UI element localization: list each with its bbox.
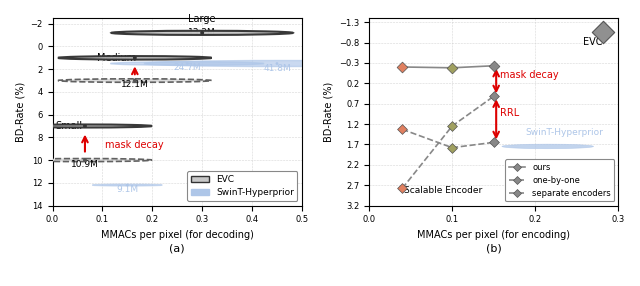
Circle shape [58,56,212,59]
Point [447,145,457,150]
Point [122,183,132,187]
Point [397,186,408,191]
Text: 10.9M: 10.9M [71,160,99,169]
Legend: EVC, SwinT-Hyperprior: EVC, SwinT-Hyperprior [187,171,298,201]
Point [397,65,408,69]
Point [80,124,90,128]
Point [80,158,90,162]
Y-axis label: BD-Rate (%): BD-Rate (%) [15,82,25,142]
Point [130,55,140,60]
Circle shape [18,158,152,162]
Point [488,94,499,99]
Point [130,78,140,83]
Circle shape [18,124,152,128]
Text: Medium: Medium [97,53,136,63]
Text: SwinT-Hyperprior: SwinT-Hyperprior [525,128,603,138]
Y-axis label: BD-Rate (%): BD-Rate (%) [323,82,333,142]
Point [598,30,609,35]
Point [397,127,408,132]
Text: RRL: RRL [500,108,520,118]
Text: (a): (a) [170,243,185,253]
Point [488,140,499,145]
Circle shape [144,61,410,67]
Circle shape [58,79,212,82]
Point [272,61,282,66]
Text: Scalable Encoder: Scalable Encoder [404,186,482,195]
Text: (b): (b) [486,243,502,253]
Text: mask decay: mask decay [105,140,164,150]
Text: 24.7M: 24.7M [173,63,201,72]
Text: 9.1M: 9.1M [116,184,138,194]
X-axis label: MMACs per pixel (for decoding): MMACs per pixel (for decoding) [100,230,253,240]
Point [197,31,207,35]
Text: 12.1M: 12.1M [121,80,148,89]
Legend: ours, one-by-one, separate encoders: ours, one-by-one, separate encoders [506,159,614,201]
Point [447,65,457,70]
Point [182,61,192,66]
Text: Large: Large [188,14,216,24]
Text: mask decay: mask decay [500,70,559,80]
Text: 41.8M: 41.8M [263,64,291,73]
X-axis label: MMACs per pixel (for encoding): MMACs per pixel (for encoding) [417,230,570,240]
Text: EVC: EVC [584,37,603,47]
Circle shape [110,62,264,65]
Circle shape [111,31,293,35]
Text: 13.2M: 13.2M [188,28,216,37]
Text: Small: Small [55,121,82,131]
Circle shape [92,184,163,186]
Point [488,63,499,68]
Point [447,124,457,128]
Circle shape [502,144,593,149]
